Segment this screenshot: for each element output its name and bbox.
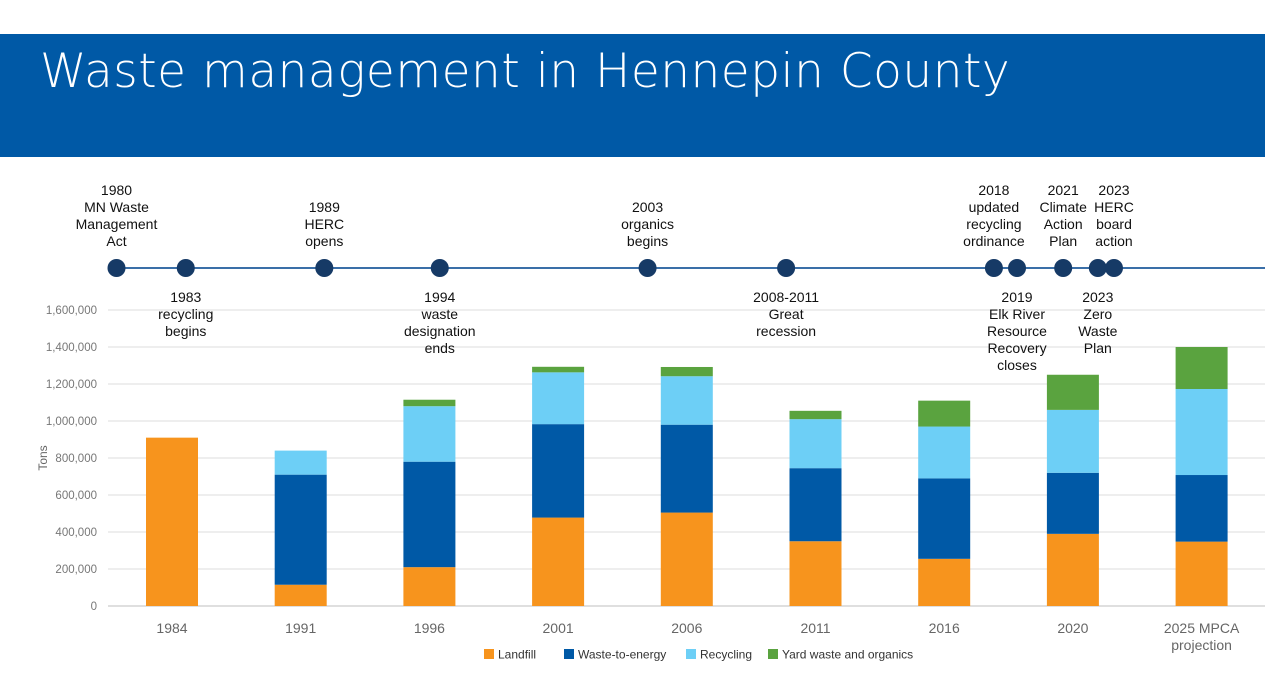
timeline-marker: [638, 259, 657, 277]
y-tick-label: 600,000: [55, 490, 97, 502]
y-tick-label: 1,200,000: [46, 379, 97, 391]
timeline-marker: [777, 259, 796, 277]
timeline-marker: [107, 259, 126, 277]
bar-segment: [532, 366, 585, 373]
y-tick-label: 1,400,000: [46, 342, 97, 354]
timeline-event-label: 1989 HERC opens: [304, 199, 344, 249]
bar-segment: [403, 406, 456, 462]
legend-swatch: [686, 649, 696, 659]
bar-segment: [532, 424, 585, 518]
y-tick-label: 0: [91, 601, 97, 613]
bar-segment: [1175, 347, 1228, 389]
timeline-event-label: 2019 Elk River Resource Recovery closes: [987, 289, 1047, 373]
timeline-marker: [984, 259, 1003, 277]
timeline-marker: [1088, 259, 1107, 277]
bar-segment: [789, 468, 842, 542]
bar-segment: [532, 372, 585, 425]
legend-label: Recycling: [700, 648, 752, 662]
timeline-marker: [315, 259, 334, 277]
legend: Landfill Waste-to-energy Recycling Yard was…: [484, 648, 913, 662]
bar-segment: [403, 399, 456, 407]
bars: [146, 347, 1228, 606]
page-title: Waste management in Hennepin County: [40, 44, 1011, 99]
legend-label: Waste-to-energy: [578, 648, 666, 662]
bar-segment: [1046, 533, 1099, 606]
x-tick-label: 2006: [671, 620, 702, 636]
bar-segment: [789, 419, 842, 469]
bar-segment: [403, 567, 456, 606]
timeline-event-label: 1980 MN Waste Management Act: [76, 182, 158, 249]
legend-label: Landfill: [498, 648, 536, 662]
timeline-marker: [1104, 259, 1123, 277]
timeline-event-label: 2008-2011 Great recession: [753, 289, 819, 339]
title-banner: [0, 34, 1265, 157]
x-tick-label: 2025 MPCA projection: [1164, 620, 1240, 653]
legend-swatch: [768, 649, 778, 659]
x-tick-label: 1996: [414, 620, 445, 636]
timeline-event-label: 1994 waste designation ends: [404, 289, 476, 356]
timeline-marker: [430, 259, 449, 277]
timeline-event-label: 2021 Climate Action Plan: [1039, 182, 1087, 249]
timeline-event-label: 2018 updated recycling ordinance: [963, 182, 1025, 249]
x-tick-label: 1984: [156, 620, 187, 636]
bar-segment: [660, 424, 713, 513]
x-axis: 1984 1991 1996 2001 2006 2011 2016 2020 2025 MPC…: [156, 620, 1240, 653]
bar-segment: [918, 426, 971, 479]
y-tick-label: 400,000: [55, 527, 97, 539]
x-tick-label: 2020: [1057, 620, 1088, 636]
legend-label: Yard waste and organics: [782, 648, 913, 662]
bar-segment: [146, 437, 198, 606]
timeline-marker: [1054, 259, 1073, 277]
bar-segment: [1046, 472, 1099, 534]
bar-segment: [274, 450, 327, 475]
y-tick-label: 800,000: [55, 453, 97, 465]
bar-segment: [532, 517, 585, 606]
y-tick-label: 1,000,000: [46, 416, 97, 428]
y-tick-label: 200,000: [55, 564, 97, 576]
bar-segment: [1175, 388, 1228, 476]
timeline-marker: [1008, 259, 1027, 277]
bar-segment: [918, 558, 971, 606]
bar-segment: [1046, 374, 1099, 410]
x-tick-label: 2016: [929, 620, 960, 636]
timeline-event-label: 2023 HERC board action: [1094, 182, 1134, 249]
legend-swatch: [484, 649, 494, 659]
bar-segment: [918, 400, 971, 427]
timeline-event-label: 2003 organics begins: [621, 199, 674, 249]
legend-swatch: [564, 649, 574, 659]
y-tick-label: 1,600,000: [46, 305, 97, 317]
x-tick-label: 2001: [543, 620, 574, 636]
bar-segment: [274, 474, 327, 585]
bar-segment: [918, 478, 971, 559]
y-axis-label: Tons: [36, 445, 50, 470]
bar-segment: [1175, 541, 1228, 606]
x-tick-label: 1991: [285, 620, 316, 636]
bar-segment: [1175, 475, 1228, 542]
x-tick-label: 2011: [800, 620, 830, 636]
bar-segment: [1046, 409, 1099, 473]
y-axis: 0 200,000 400,000 600,000 800,000 1,000,000 1,…: [36, 305, 97, 613]
bar-segment: [403, 461, 456, 568]
bar-segment: [789, 541, 842, 606]
bar-segment: [660, 366, 713, 377]
timeline-marker: [176, 259, 195, 277]
bar-segment: [789, 410, 842, 420]
bar-segment: [660, 512, 713, 606]
bar-segment: [274, 584, 327, 606]
timeline-event-label: 1983 recycling begins: [158, 289, 213, 339]
timeline-event-label: 2023 Zero Waste Plan: [1078, 289, 1117, 356]
bar-segment: [660, 376, 713, 425]
